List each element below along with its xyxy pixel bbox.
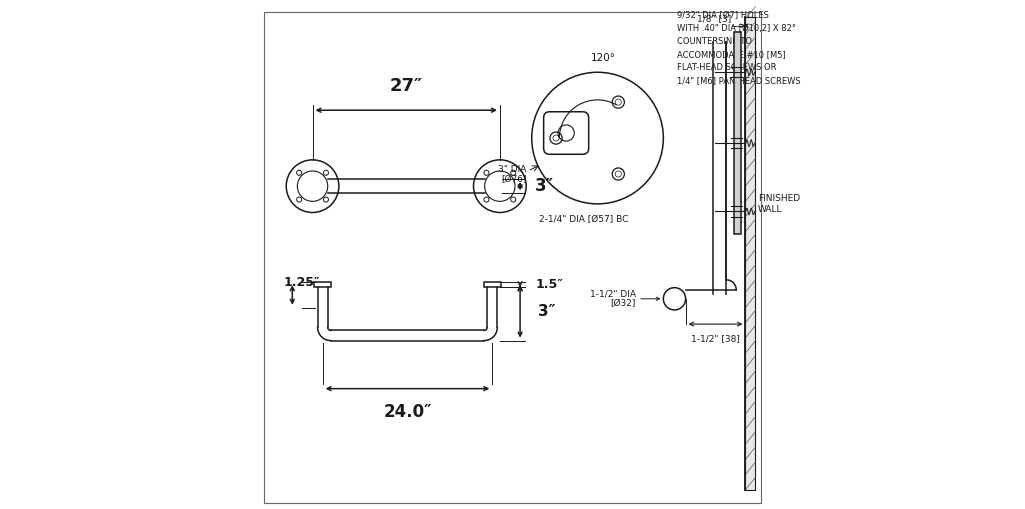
Text: 2-1/4" DIA [Ø57] BC: 2-1/4" DIA [Ø57] BC: [539, 215, 628, 224]
Text: 1.25″: 1.25″: [283, 276, 320, 289]
Text: 3″: 3″: [538, 304, 556, 319]
Bar: [314, 282, 331, 288]
Text: 1-1/2" DIA
[Ø32]: 1-1/2" DIA [Ø32]: [589, 289, 636, 308]
Text: 24.0″: 24.0″: [383, 403, 432, 421]
Text: 120°: 120°: [591, 53, 616, 63]
Text: FINISHED
WALL: FINISHED WALL: [758, 194, 801, 214]
Bar: [484, 282, 501, 288]
Text: 1/8" [3]: 1/8" [3]: [697, 14, 731, 23]
Text: 1-1/2" [38]: 1-1/2" [38]: [691, 334, 740, 343]
Text: 27″: 27″: [390, 77, 422, 95]
Text: 3" DIA
[Ø76]: 3" DIA [Ø76]: [498, 164, 527, 184]
Text: 1.5″: 1.5″: [535, 278, 563, 291]
Text: 3″: 3″: [535, 177, 555, 195]
Text: 9/32" DIA [Ø7] HOLES
WITH .40" DIA [Ø10,2] X 82°
COUNTERSINK TO
ACCOMMODATE #10 : 9/32" DIA [Ø7] HOLES WITH .40" DIA [Ø10,…: [678, 12, 801, 85]
Bar: [734, 32, 741, 234]
Bar: [745, 17, 755, 490]
